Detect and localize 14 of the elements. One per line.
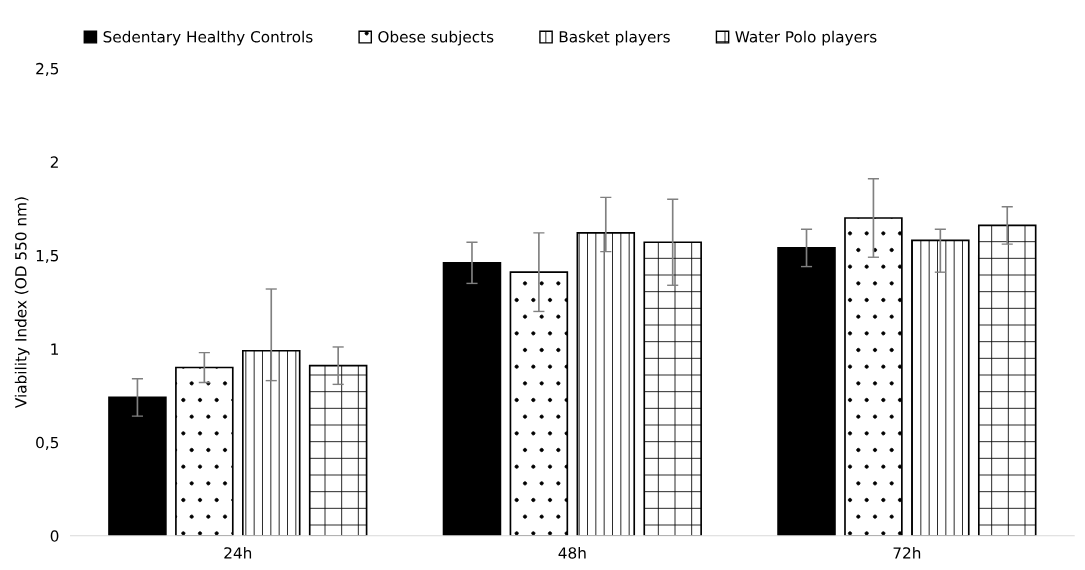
legend-label: Sedentary Healthy Controls <box>103 30 313 46</box>
x-tick-label: 48h <box>558 546 586 559</box>
y-tick-label: 0 <box>50 530 59 542</box>
legend-label: Water Polo players <box>735 30 877 46</box>
y-tick-label: 1,5 <box>36 250 59 263</box>
y-tick-label: 1 <box>51 343 58 355</box>
x-tick-label: 24h <box>224 546 252 559</box>
legend-label: Basket players <box>559 30 670 46</box>
y-tick-label: 2,5 <box>36 62 59 76</box>
x-tick-label: 72h <box>893 546 921 559</box>
y-tick-label: 2 <box>50 156 58 168</box>
y-axis-title: Viability Index (OD 550 nm) <box>14 197 30 409</box>
y-tick-label: 0,5 <box>36 436 59 450</box>
legend-label: Obese subjects <box>378 30 494 46</box>
